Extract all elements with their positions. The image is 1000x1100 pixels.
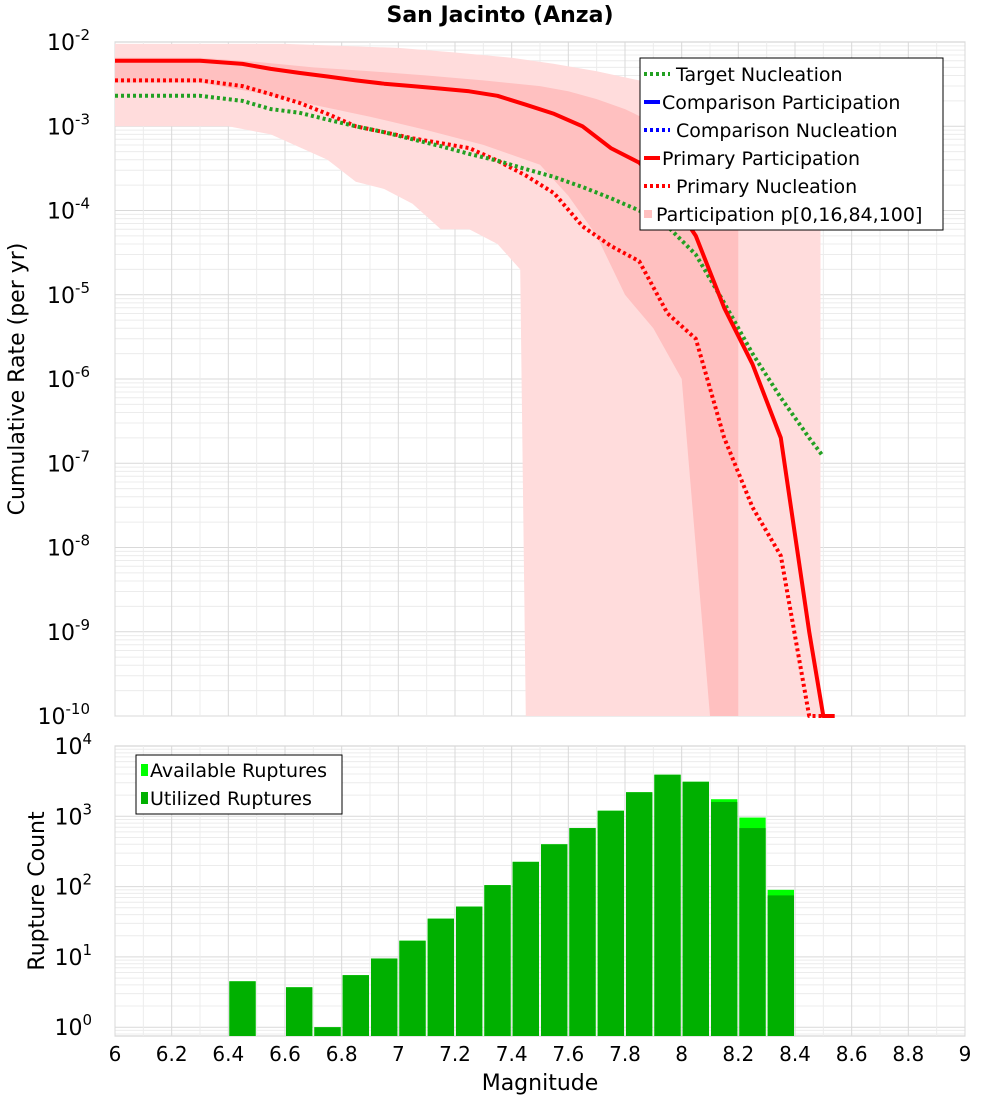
x-tick-label: 6: [109, 1042, 122, 1066]
x-axis-label: Magnitude: [482, 1071, 599, 1096]
y-tick-label: 101: [54, 941, 92, 971]
y-tick-label: 10-6: [47, 363, 90, 393]
y-tick-label: 104: [54, 730, 92, 760]
bar-utilized-ruptures: [456, 906, 483, 1036]
rupture-y-axis-label: Rupture Count: [25, 811, 50, 971]
bar-utilized-ruptures: [711, 801, 738, 1036]
rupture-legend: Available Ruptures Utilized Ruptures: [135, 754, 343, 815]
x-tick-label: 6.2: [156, 1042, 188, 1066]
bar-utilized-ruptures: [626, 792, 653, 1036]
rupture-count-panel: 104 103 102 101 100 6 6.2 6.4 6.6 6.8 7 7.2 7.4 7.6 7…: [25, 730, 971, 1096]
legend-label: Available Ruptures: [150, 760, 327, 782]
x-tick-label: 7: [392, 1042, 405, 1066]
bar-utilized-ruptures: [682, 781, 709, 1036]
bar-utilized-ruptures: [399, 940, 426, 1036]
magnitude-x-ticks: 6 6.2 6.4 6.6 6.8 7 7.2 7.4 7.6 7.8 8 8.2 8.4 8.6 8.8 9: [109, 1042, 972, 1066]
x-tick-label: 7.4: [496, 1042, 528, 1066]
bar-utilized-ruptures: [314, 1027, 341, 1036]
legend-swatch: [141, 764, 148, 776]
x-tick-label: 7.8: [609, 1042, 641, 1066]
rate-y-ticks: 10-2 10-3 10-4 10-5 10-6 10-7 10-8 10-9 10-10: [38, 26, 91, 730]
legend-label: Utilized Ruptures: [150, 788, 312, 810]
bar-utilized-ruptures: [569, 828, 596, 1036]
rate-y-axis-label: Cumulative Rate (per yr): [5, 243, 30, 516]
x-tick-label: 7.2: [439, 1042, 471, 1066]
y-tick-label: 10-8: [47, 532, 90, 562]
bar-utilized-ruptures: [597, 810, 624, 1036]
y-tick-label: 10-2: [47, 26, 90, 56]
legend-box: [135, 754, 343, 815]
bar-utilized-ruptures: [286, 987, 313, 1036]
x-tick-label: 6.6: [269, 1042, 301, 1066]
bar-utilized-ruptures: [654, 774, 681, 1036]
legend-label: Comparison Participation: [662, 92, 900, 114]
rupture-bars: [229, 774, 794, 1036]
rate-lines: [115, 58, 835, 718]
bar-utilized-ruptures: [229, 981, 256, 1036]
legend-label: Participation p[0,16,84,100]: [656, 204, 922, 226]
bar-utilized-ruptures: [371, 958, 398, 1036]
series-line-primary-nucleation: [115, 78, 829, 718]
y-tick-label: 10-9: [47, 616, 90, 646]
bar-utilized-ruptures: [342, 975, 369, 1036]
rate-legend: Target Nucleation Comparison Participatio…: [639, 57, 944, 231]
legend-swatch: [644, 210, 652, 218]
x-tick-label: 9: [959, 1042, 972, 1066]
y-tick-label: 103: [54, 800, 92, 830]
x-tick-label: 8: [675, 1042, 688, 1066]
y-tick-label: 10-3: [47, 110, 90, 140]
bar-utilized-ruptures: [484, 885, 511, 1036]
y-tick-label: 102: [54, 871, 92, 901]
bar-utilized-ruptures: [427, 918, 454, 1036]
legend-label: Target Nucleation: [675, 64, 843, 86]
legend-label: Primary Nucleation: [676, 176, 857, 198]
rate-plot-panel: 10-2 10-3 10-4 10-5 10-6 10-7 10-8 10-9 10-10 Cu…: [5, 26, 966, 730]
y-tick-label: 100: [54, 1011, 92, 1041]
series-line-target-nucleation: [115, 93, 825, 458]
legend-label: Comparison Nucleation: [676, 120, 898, 142]
legend-label: Primary Participation: [662, 148, 860, 170]
bar-utilized-ruptures: [767, 895, 794, 1036]
rupture-plot-grid: [114, 746, 966, 1036]
x-tick-label: 8.2: [722, 1042, 754, 1066]
x-tick-label: 8.6: [836, 1042, 868, 1066]
chart-title: San Jacinto (Anza): [386, 3, 613, 28]
y-tick-label: 10-10: [38, 700, 91, 730]
series-line-primary-participation: [115, 58, 835, 718]
bar-utilized-ruptures: [512, 861, 539, 1036]
legend-box: [639, 57, 944, 231]
x-tick-label: 6.4: [212, 1042, 244, 1066]
y-tick-label: 10-7: [47, 447, 90, 477]
rupture-y-ticks: 104 103 102 101 100: [54, 730, 92, 1041]
x-tick-label: 8.8: [892, 1042, 924, 1066]
x-tick-label: 8.4: [779, 1042, 811, 1066]
y-tick-label: 10-5: [47, 279, 90, 309]
bar-utilized-ruptures: [541, 844, 568, 1036]
y-tick-label: 10-4: [47, 195, 90, 225]
x-tick-label: 7.6: [552, 1042, 584, 1066]
bar-utilized-ruptures: [739, 828, 766, 1036]
legend-swatch: [141, 792, 148, 804]
x-tick-label: 6.8: [326, 1042, 358, 1066]
